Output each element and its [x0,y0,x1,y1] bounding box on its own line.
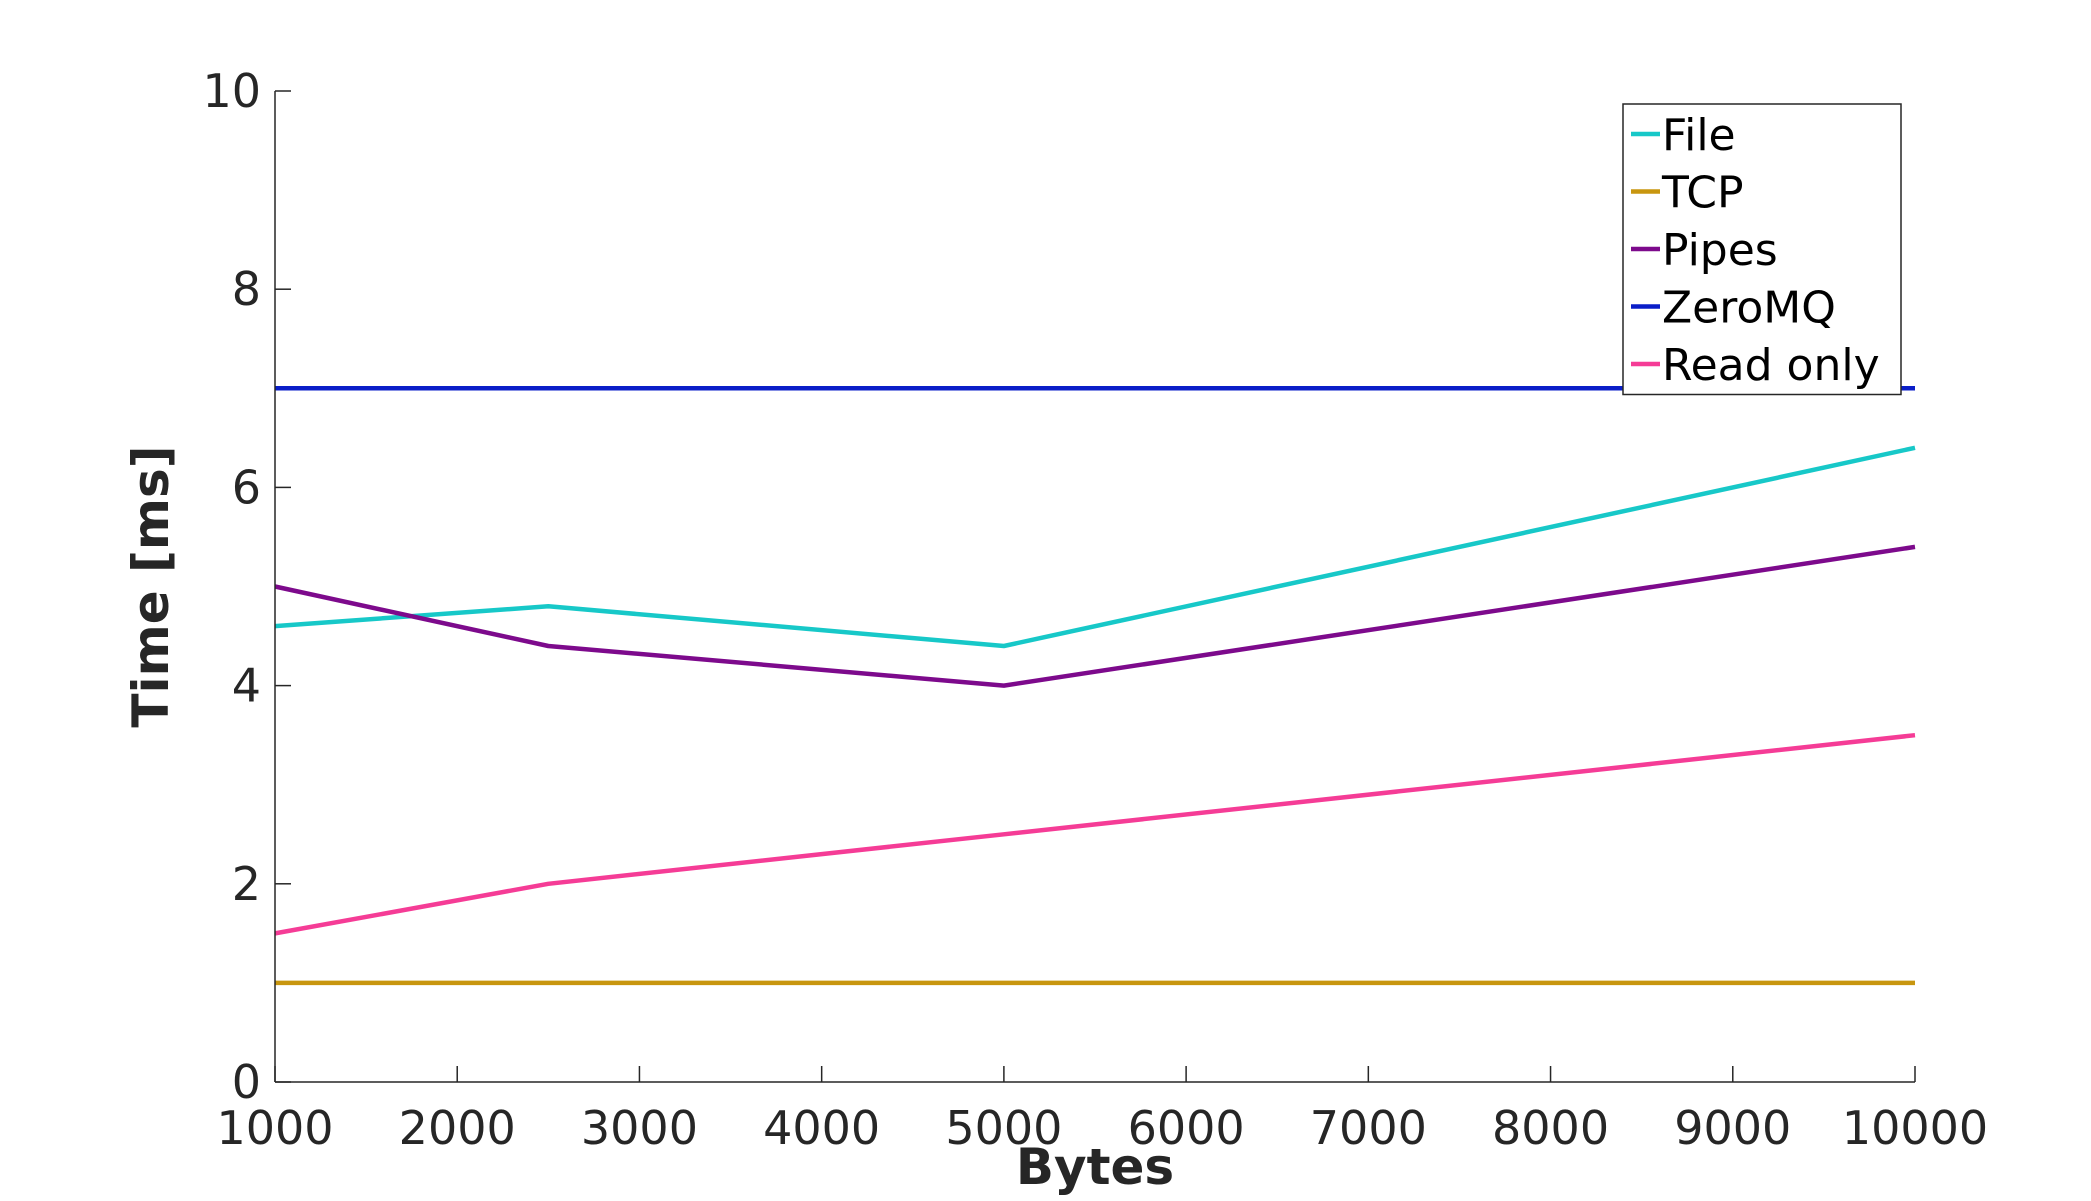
y-tick-label: 2 [232,857,261,911]
legend-label: TCP [1661,168,1744,219]
legend-box [1622,103,1902,396]
y-tick-label: 10 [202,64,261,118]
legend-label: Read only [1662,340,1880,391]
x-tick-label: 1000 [216,1101,333,1155]
legend-label: Pipes [1662,225,1778,276]
x-tick-label: 7000 [1310,1101,1427,1155]
y-tick-label: 6 [232,460,261,514]
legend: File TCP Pipes ZeroMQ Read only [1622,103,1902,396]
legend-label: ZeroMQ [1662,283,1836,334]
axes-layer: 1000 2000 3000 4000 5000 6000 7000 8000 9000 1000… [202,64,1988,1155]
y-axis-title: Time [ms] [122,445,180,727]
series-line-pipes [274,544,1916,688]
x-tick-label: 6000 [1128,1101,1245,1155]
x-axis-title: Bytes [1016,1138,1174,1196]
y-tick-label: 8 [232,262,261,316]
x-tick-label: 4000 [763,1101,880,1155]
x-tick-label: 9000 [1674,1101,1791,1155]
x-tick-label: 5000 [945,1101,1062,1155]
legend-label: File [1662,110,1736,161]
series-layer [274,386,1916,986]
y-tick-label: 0 [232,1055,261,1109]
x-tick-label: 10000 [1842,1101,1988,1155]
x-tick-label: 3000 [581,1101,698,1155]
x-tick-label: 8000 [1492,1101,1609,1155]
x-tick-label: 2000 [399,1101,516,1155]
y-tick-label: 4 [232,659,261,713]
series-line-read-only [274,732,1916,936]
